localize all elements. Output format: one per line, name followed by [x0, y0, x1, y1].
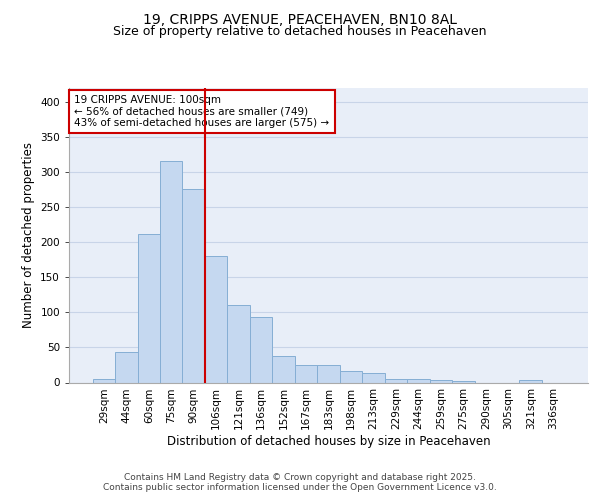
Bar: [295, 365, 317, 382]
Text: Size of property relative to detached houses in Peacehaven: Size of property relative to detached ho…: [113, 25, 487, 38]
Bar: [205, 256, 227, 382]
Text: 19, CRIPPS AVENUE, PEACEHAVEN, BN10 8AL: 19, CRIPPS AVENUE, PEACEHAVEN, BN10 8AL: [143, 12, 457, 26]
Text: Contains public sector information licensed under the Open Government Licence v3: Contains public sector information licen…: [103, 484, 497, 492]
Text: Contains HM Land Registry data © Crown copyright and database right 2025.: Contains HM Land Registry data © Crown c…: [124, 472, 476, 482]
Bar: [92, 379, 115, 382]
Bar: [430, 380, 452, 382]
Y-axis label: Number of detached properties: Number of detached properties: [22, 142, 35, 328]
Bar: [520, 380, 542, 382]
Bar: [227, 305, 250, 382]
Bar: [317, 365, 340, 382]
Bar: [407, 379, 430, 382]
X-axis label: Distribution of detached houses by size in Peacehaven: Distribution of detached houses by size …: [167, 435, 490, 448]
Bar: [182, 190, 205, 382]
Bar: [137, 234, 160, 382]
Bar: [340, 372, 362, 382]
Bar: [250, 317, 272, 382]
Bar: [115, 352, 137, 382]
Bar: [160, 161, 182, 382]
Text: 19 CRIPPS AVENUE: 100sqm
← 56% of detached houses are smaller (749)
43% of semi-: 19 CRIPPS AVENUE: 100sqm ← 56% of detach…: [74, 95, 329, 128]
Bar: [362, 374, 385, 382]
Bar: [452, 381, 475, 382]
Bar: [272, 356, 295, 382]
Bar: [385, 379, 407, 382]
